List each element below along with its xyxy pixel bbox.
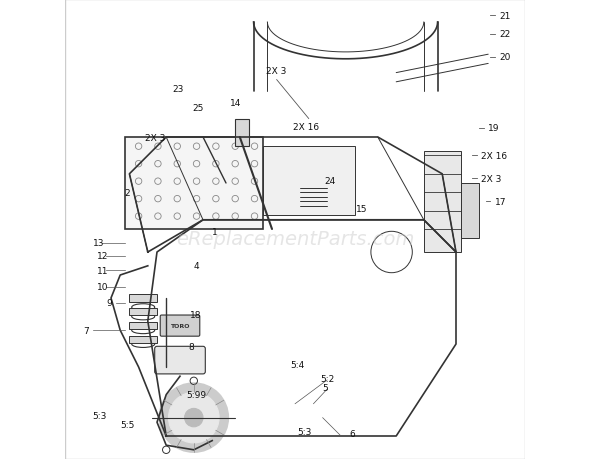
Text: 2X 16: 2X 16 [481,151,507,161]
Text: 2X 3: 2X 3 [267,67,287,76]
Text: eReplacementParts.com: eReplacementParts.com [176,229,414,248]
Text: 23: 23 [172,85,183,94]
Text: 18: 18 [191,310,202,319]
Text: 2X 3: 2X 3 [481,174,501,184]
Bar [129,295,157,302]
Text: 7: 7 [83,326,89,335]
Text: 4: 4 [194,262,199,271]
Text: 5: 5 [322,383,328,392]
Text: 2: 2 [124,188,130,197]
Text: 22: 22 [500,30,511,39]
Bar [125,138,263,230]
Circle shape [159,383,228,452]
Text: 5:2: 5:2 [320,374,335,383]
Text: 8: 8 [189,342,194,351]
Text: 5:3: 5:3 [297,427,312,436]
Text: 2X 16: 2X 16 [293,123,320,132]
Bar [461,184,479,239]
Text: 17: 17 [495,197,507,207]
FancyBboxPatch shape [160,315,200,336]
Text: 5:99: 5:99 [186,390,206,399]
Text: 1: 1 [212,227,217,236]
Text: 24: 24 [324,177,335,186]
Text: 2X 3: 2X 3 [145,133,165,142]
Circle shape [169,392,219,443]
Text: 5:3: 5:3 [92,411,107,420]
Bar [129,336,157,343]
Text: 6: 6 [350,429,355,438]
Text: 5:4: 5:4 [290,360,304,369]
Bar [424,151,461,252]
Text: 13: 13 [93,239,104,248]
Text: 19: 19 [488,124,500,133]
Circle shape [185,409,203,427]
Text: 5:5: 5:5 [120,420,135,429]
Text: 20: 20 [500,53,511,62]
Text: 25: 25 [193,103,204,112]
Bar [129,308,157,316]
Text: 15: 15 [356,204,368,213]
Text: 14: 14 [230,99,241,108]
Text: 11: 11 [97,266,109,275]
Text: 9: 9 [106,298,112,308]
Bar [235,119,249,147]
Text: 10: 10 [97,282,109,291]
Text: TORO: TORO [171,324,190,328]
Text: 21: 21 [500,11,511,21]
Text: 12: 12 [97,252,109,261]
Bar [129,322,157,330]
FancyBboxPatch shape [155,347,205,374]
Bar [263,147,355,216]
